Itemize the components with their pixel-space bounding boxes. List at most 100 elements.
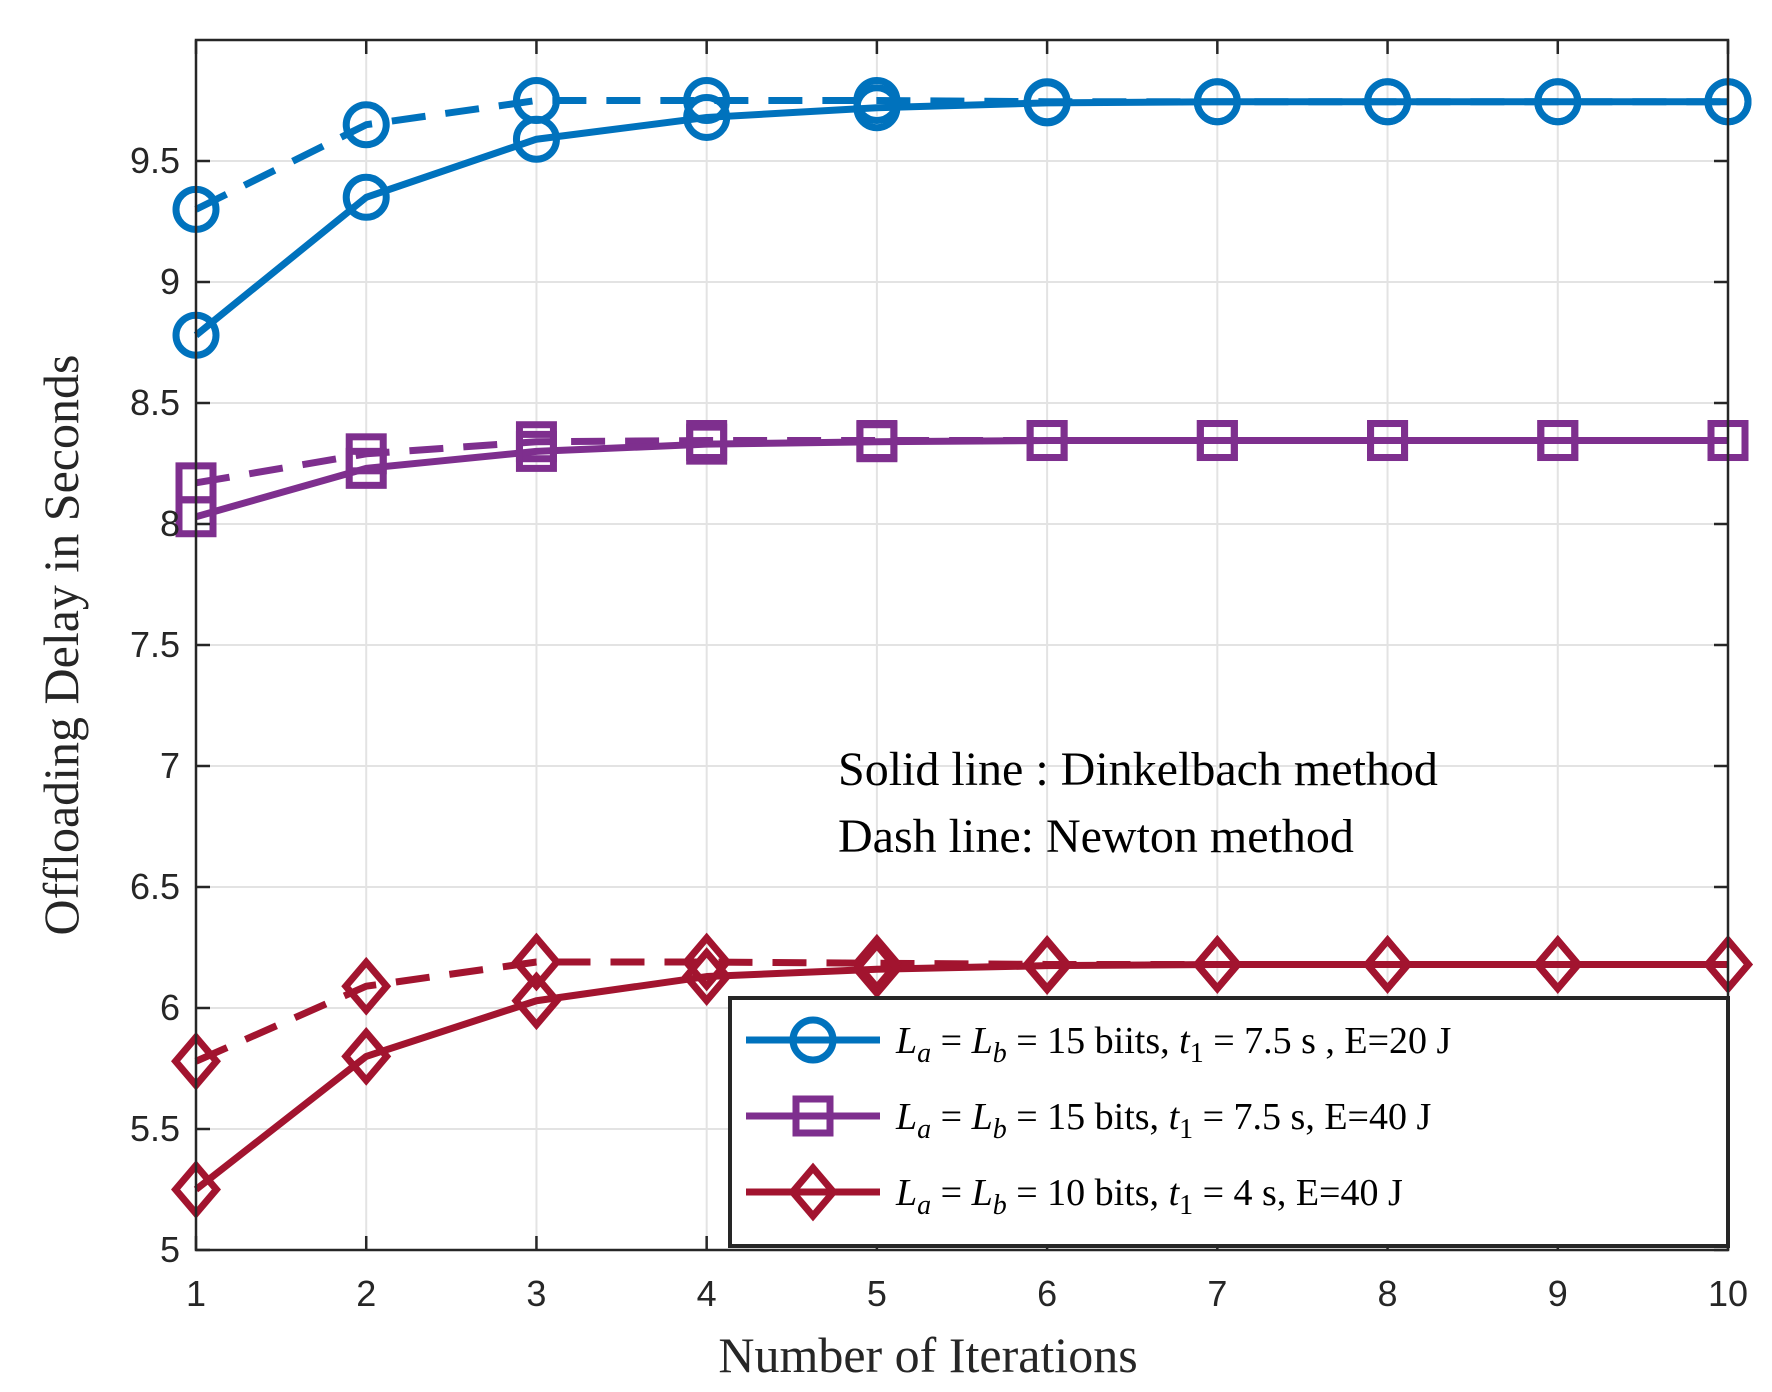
- series-1-solid-point: [1193, 78, 1241, 126]
- series-3-dashed-line: [194, 958, 1728, 1065]
- y-tick-label: 6: [160, 987, 180, 1028]
- series-2-solid-point: [345, 447, 387, 489]
- series-2: [175, 420, 1749, 538]
- legend-subscript: 1: [1179, 1114, 1193, 1145]
- series-3-dashed-point: [341, 956, 392, 1016]
- legend-text-part: =: [931, 1020, 971, 1062]
- series-1-solid-point: [1364, 78, 1412, 126]
- series-3-solid-point: [511, 971, 562, 1031]
- y-tick-label: 9: [160, 261, 180, 302]
- legend-text-part: = 4 s, E=40 J: [1193, 1172, 1403, 1214]
- legend-text-part: =: [931, 1096, 971, 1138]
- legend-subscript: a: [917, 1038, 931, 1069]
- legend-subscript: b: [993, 1190, 1007, 1221]
- x-tick-label: 7: [1207, 1273, 1227, 1314]
- x-tick-label: 8: [1378, 1273, 1398, 1314]
- legend-subscript: b: [993, 1114, 1007, 1145]
- y-tick-label: 8.5: [130, 382, 180, 423]
- legend-text-part: t: [1179, 1020, 1191, 1062]
- x-tick-label: 6: [1037, 1273, 1057, 1314]
- series-3-solid-point: [681, 947, 732, 1006]
- legend-entry-2: La = Lb = 15 bits, t1 = 7.5 s, E=40 J: [746, 1095, 1431, 1145]
- series-2-solid-point: [1026, 420, 1068, 462]
- series-2-solid-point: [1367, 420, 1409, 462]
- x-tick-label: 1: [186, 1273, 206, 1314]
- series-3-solid-line: [193, 960, 1728, 1193]
- y-tick-label: 7: [160, 745, 180, 786]
- annotation-solid-line: Solid line : Dinkelbach method: [838, 743, 1438, 796]
- legend-diamond-marker: [788, 1162, 838, 1222]
- legend-text-part: L: [895, 1020, 917, 1062]
- legend-text-part: = 15 bits,: [1007, 1096, 1169, 1138]
- legend-text-part: L: [895, 1172, 917, 1214]
- legend-entry-3: La = Lb = 10 bits, t1 = 4 s, E=40 J: [746, 1162, 1403, 1222]
- legend-text-part: = 7.5 s , E=20 J: [1204, 1020, 1452, 1062]
- series-2-solid-point: [515, 430, 557, 472]
- series-1: [172, 77, 1752, 359]
- series-1-solid-point: [1023, 79, 1071, 127]
- y-tick-label: 8: [160, 503, 180, 544]
- series-2-solid-line: [195, 437, 1728, 521]
- legend-text-part: =: [931, 1172, 971, 1214]
- series-3-dashed-point: [851, 933, 902, 993]
- series-3-dashed-point: [511, 932, 562, 992]
- legend-subscript: 1: [1190, 1038, 1204, 1069]
- series-3-solid-point: [1022, 936, 1073, 996]
- y-tick-label: 5: [160, 1229, 180, 1270]
- y-tick-label: 9.5: [130, 140, 180, 181]
- series-layer: [171, 77, 1753, 1219]
- legend-label: La = Lb = 15 bits, t1 = 7.5 s, E=40 J: [895, 1096, 1431, 1145]
- legend-text-part: L: [971, 1096, 993, 1138]
- y-tick-label: 7.5: [130, 624, 180, 665]
- series-1-solid-line: [193, 98, 1728, 338]
- legend-text-part: t: [1169, 1096, 1181, 1138]
- legend-box: [728, 996, 1730, 1248]
- series-1-dashed-point: [342, 101, 390, 149]
- legend-circle-marker: [789, 1016, 837, 1064]
- series-3-solid-point: [1532, 935, 1583, 994]
- series-1-solid-point: [342, 173, 390, 221]
- legend-label: La = Lb = 15 biits, t1 = 7.5 s , E=20 J: [895, 1020, 1451, 1069]
- legend-subscript: a: [917, 1114, 931, 1145]
- series-1-solid-point: [512, 115, 560, 163]
- legend-text-part: = 10 bits,: [1007, 1172, 1169, 1214]
- legend-text-part: L: [971, 1020, 993, 1062]
- annotation-dash-line: Dash line: Newton method: [838, 810, 1354, 863]
- legend-text-part: t: [1169, 1172, 1181, 1214]
- x-tick-label: 9: [1548, 1273, 1568, 1314]
- x-tick-label: 5: [867, 1273, 887, 1314]
- legend-subscript: b: [993, 1038, 1007, 1069]
- series-3-solid-point: [1362, 935, 1413, 994]
- y-tick-label: 6.5: [130, 866, 180, 907]
- legend-label: La = Lb = 10 bits, t1 = 4 s, E=40 J: [895, 1172, 1403, 1221]
- x-tick-label: 2: [356, 1273, 376, 1314]
- legend: La = Lb = 15 biits, t1 = 7.5 s , E=20 JL…: [728, 996, 1730, 1248]
- series-3-solid-point: [851, 939, 902, 999]
- x-tick-label: 3: [526, 1273, 546, 1314]
- legend-subscript: 1: [1179, 1190, 1193, 1221]
- series-2-solid-point: [1537, 420, 1579, 462]
- y-axis-label: Offloading Delay in Seconds: [33, 355, 89, 936]
- legend-subscript: a: [917, 1190, 931, 1221]
- series-3-dashed-point: [681, 932, 732, 992]
- legend-text-part: L: [971, 1172, 993, 1214]
- ticks: 1 2 3 4 5 6 7 8 9 10 5 5.5 6 6.5 7 7.5 8 8.5 9 9.5: [130, 40, 1748, 1314]
- series-2-solid-point: [686, 423, 728, 465]
- series-2-solid-point: [1196, 420, 1238, 462]
- series-1-solid-point: [683, 93, 731, 141]
- series-3-solid-point: [1192, 935, 1243, 994]
- series-1-solid-point: [853, 84, 901, 132]
- series-1-solid-point: [1534, 78, 1582, 126]
- y-tick-label: 5.5: [130, 1108, 180, 1149]
- series-2-solid-point: [856, 421, 898, 463]
- series-3: [171, 932, 1753, 1219]
- legend-text-part: = 7.5 s, E=40 J: [1193, 1096, 1431, 1138]
- x-axis-label: Number of Iterations: [718, 1327, 1137, 1383]
- legend-text-part: L: [895, 1096, 917, 1138]
- series-3-solid-point: [341, 1026, 392, 1086]
- x-tick-label: 4: [697, 1273, 717, 1314]
- legend-entry-1: La = Lb = 15 biits, t1 = 7.5 s , E=20 J: [746, 1016, 1451, 1069]
- legend-text-part: = 15 biits,: [1007, 1020, 1179, 1062]
- x-tick-label: 10: [1708, 1273, 1748, 1314]
